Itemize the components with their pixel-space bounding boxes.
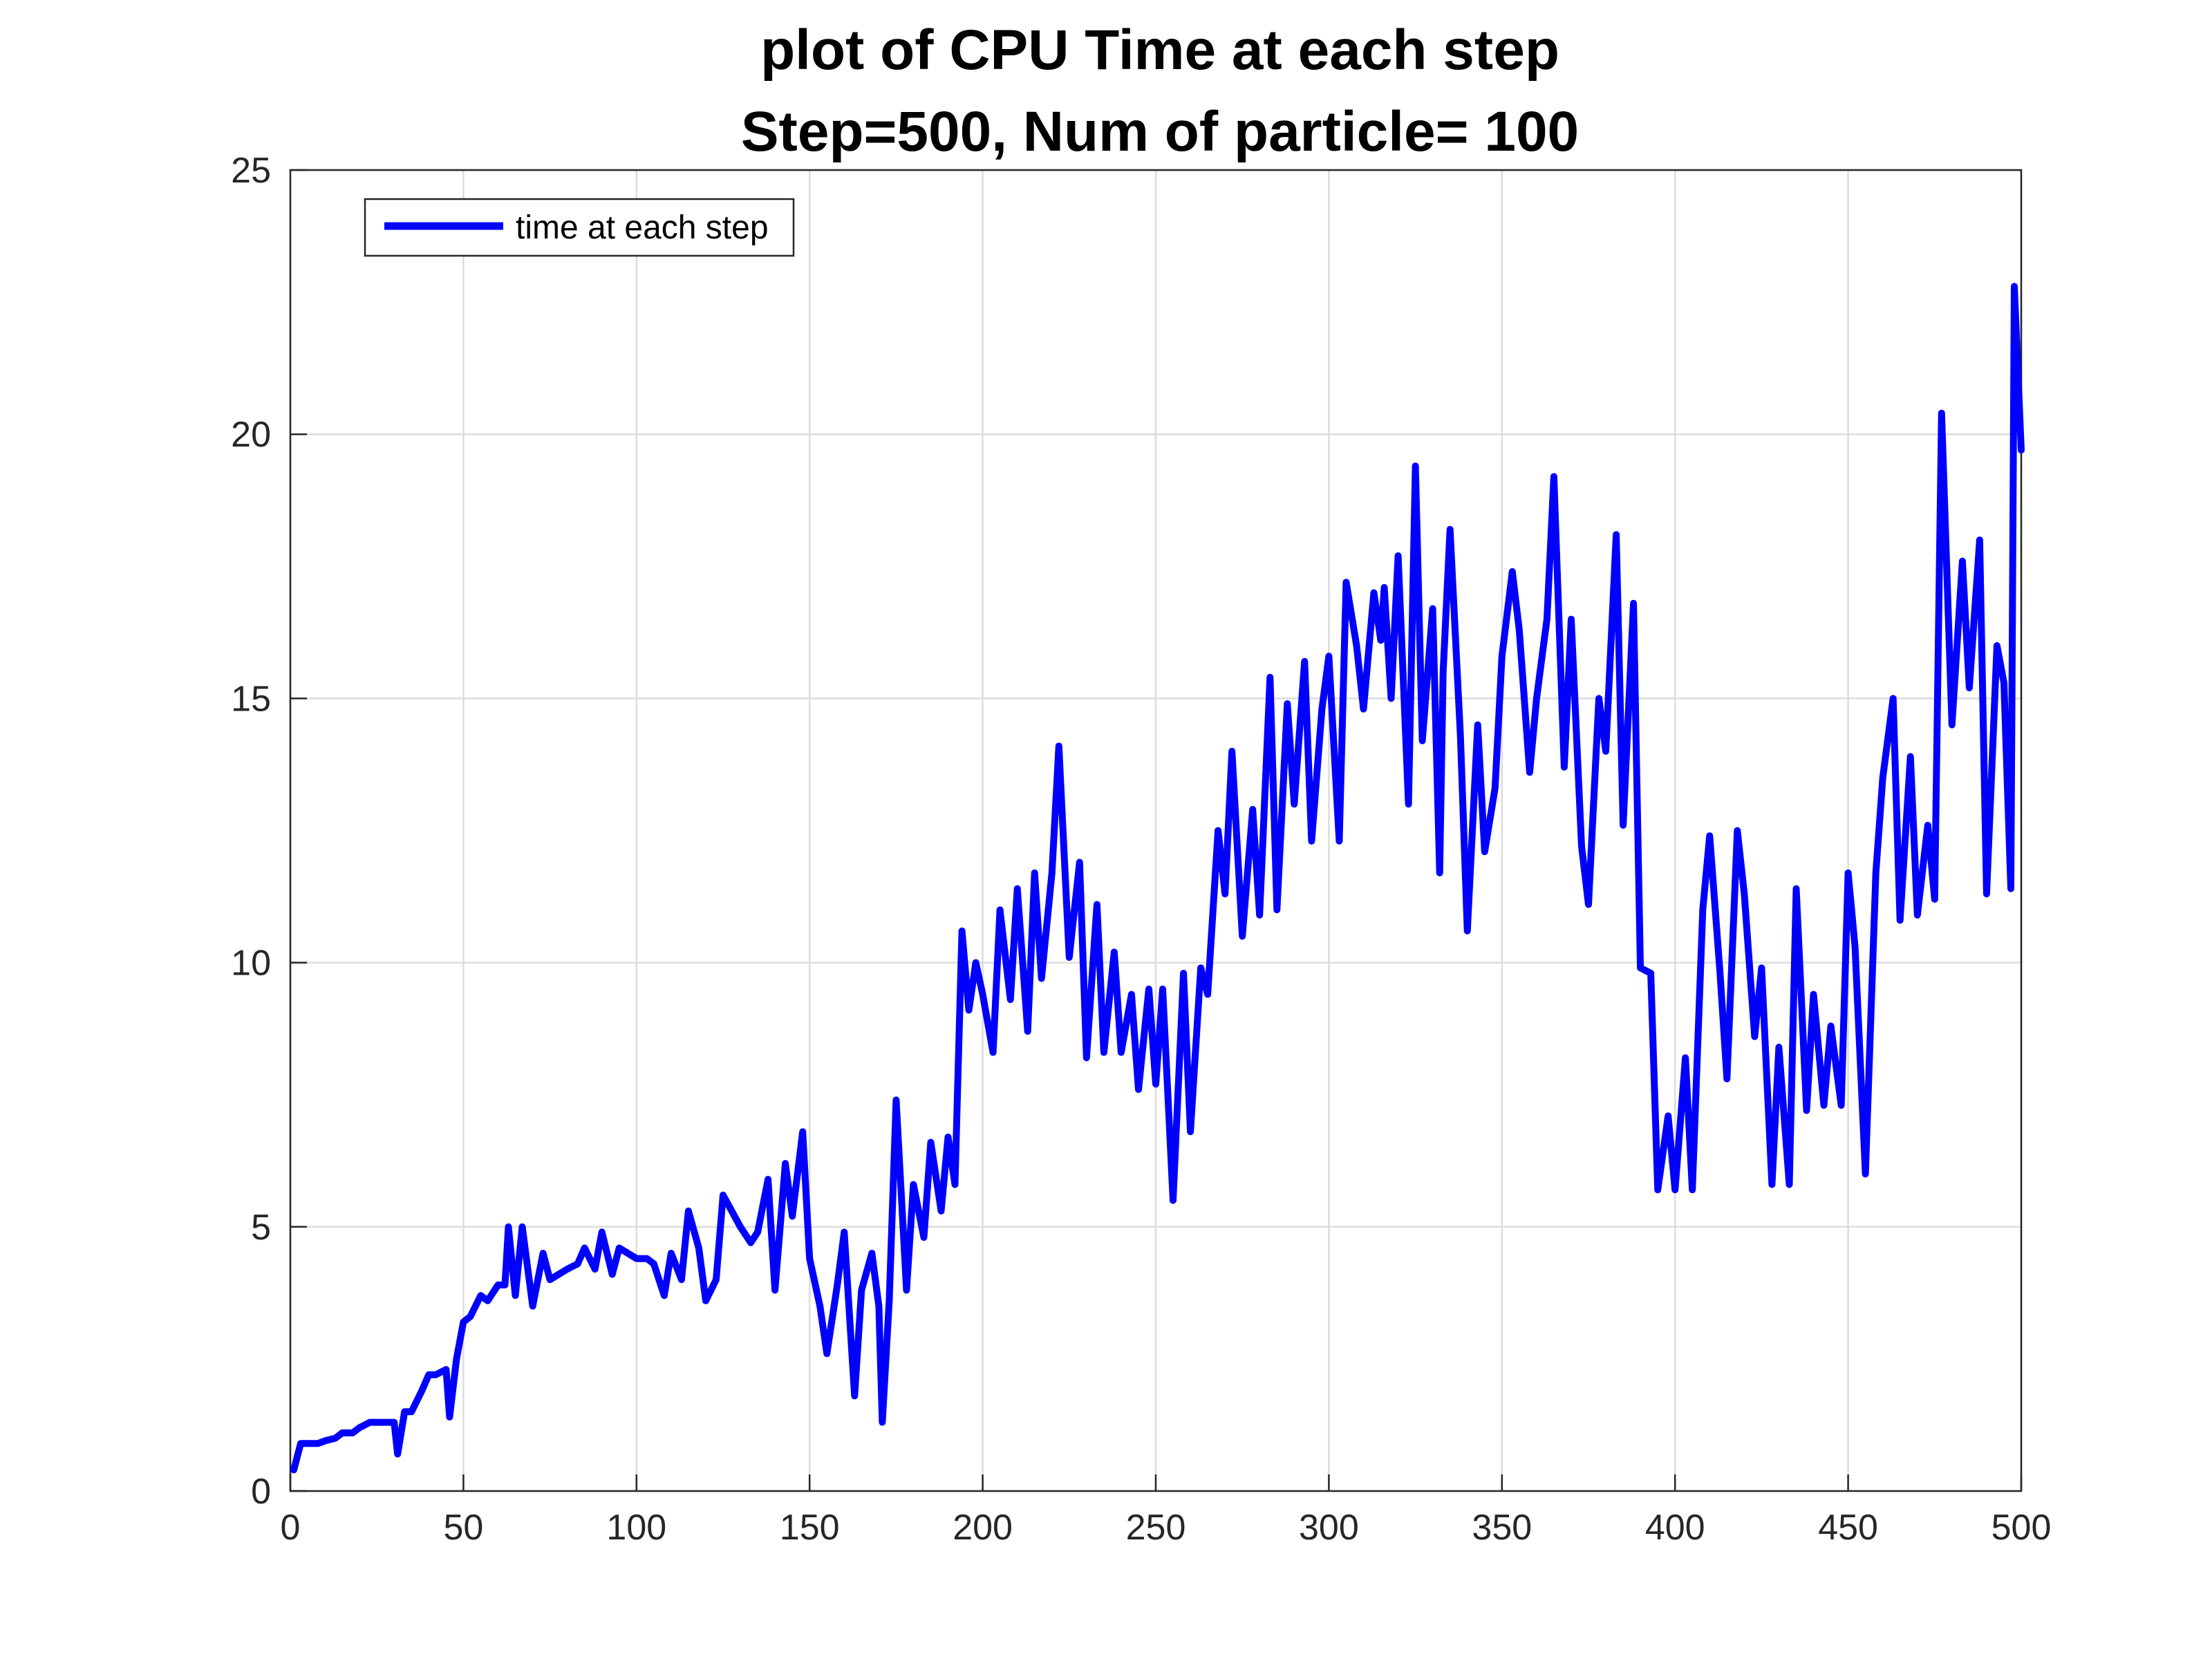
x-tick-label: 500 xyxy=(1991,1508,2052,1548)
y-tick-label: 20 xyxy=(231,415,271,455)
x-tick-label: 0 xyxy=(281,1508,301,1548)
legend-label: time at each step xyxy=(516,209,769,246)
y-tick-label: 5 xyxy=(251,1208,271,1248)
chart-subtitle: Step=500, Num of particle= 100 xyxy=(741,100,1579,163)
series-lines xyxy=(290,283,2025,1474)
x-tick-label: 250 xyxy=(1126,1508,1186,1548)
chart-title: plot of CPU Time at each step xyxy=(760,19,1559,82)
x-tick-label: 200 xyxy=(953,1508,1013,1548)
x-tick-label: 100 xyxy=(606,1508,666,1548)
y-tick-label: 15 xyxy=(231,679,271,719)
series-line-0 xyxy=(290,283,2025,1474)
x-tick-label: 450 xyxy=(1818,1508,1878,1548)
x-tick-label: 350 xyxy=(1472,1508,1532,1548)
y-tick-label: 10 xyxy=(231,944,271,984)
axes: 0 50 100 150 200 250 300 350 400 450 500 0 5 10 15 20 25 xyxy=(231,151,2051,1548)
x-tick-label: 150 xyxy=(780,1508,840,1548)
legend: time at each step xyxy=(364,198,795,257)
x-tick-label: 50 xyxy=(443,1508,483,1548)
x-tick-label: 300 xyxy=(1299,1508,1359,1548)
y-tick-label: 25 xyxy=(231,151,271,191)
y-tick-label: 0 xyxy=(251,1472,271,1512)
x-tick-label: 400 xyxy=(1645,1508,1705,1548)
